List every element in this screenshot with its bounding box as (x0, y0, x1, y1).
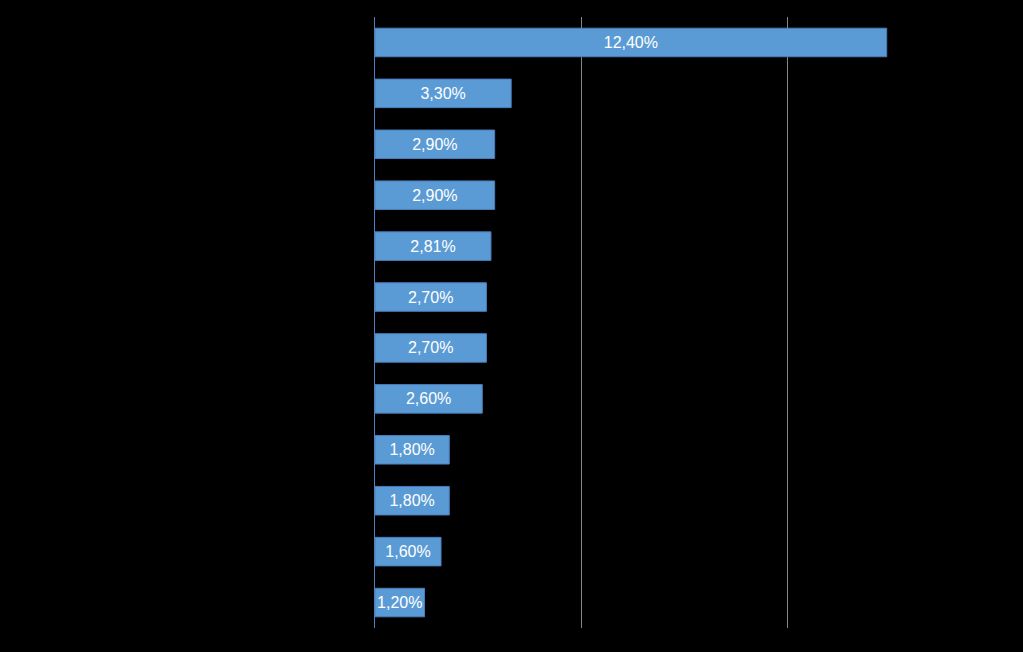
svg-text:2,60%: 2,60% (406, 390, 451, 407)
svg-text:2,70%: 2,70% (408, 289, 453, 306)
svg-text:3,30%: 3,30% (420, 85, 465, 102)
svg-text:2,70%: 2,70% (408, 339, 453, 356)
svg-text:2,90%: 2,90% (412, 136, 457, 153)
svg-text:1,20%: 1,20% (377, 594, 422, 611)
svg-text:12,40%: 12,40% (604, 34, 658, 51)
svg-text:2,90%: 2,90% (412, 187, 457, 204)
svg-text:1,80%: 1,80% (389, 492, 434, 509)
svg-text:1,60%: 1,60% (385, 543, 430, 560)
svg-text:2,81%: 2,81% (410, 238, 455, 255)
svg-text:1,80%: 1,80% (389, 441, 434, 458)
